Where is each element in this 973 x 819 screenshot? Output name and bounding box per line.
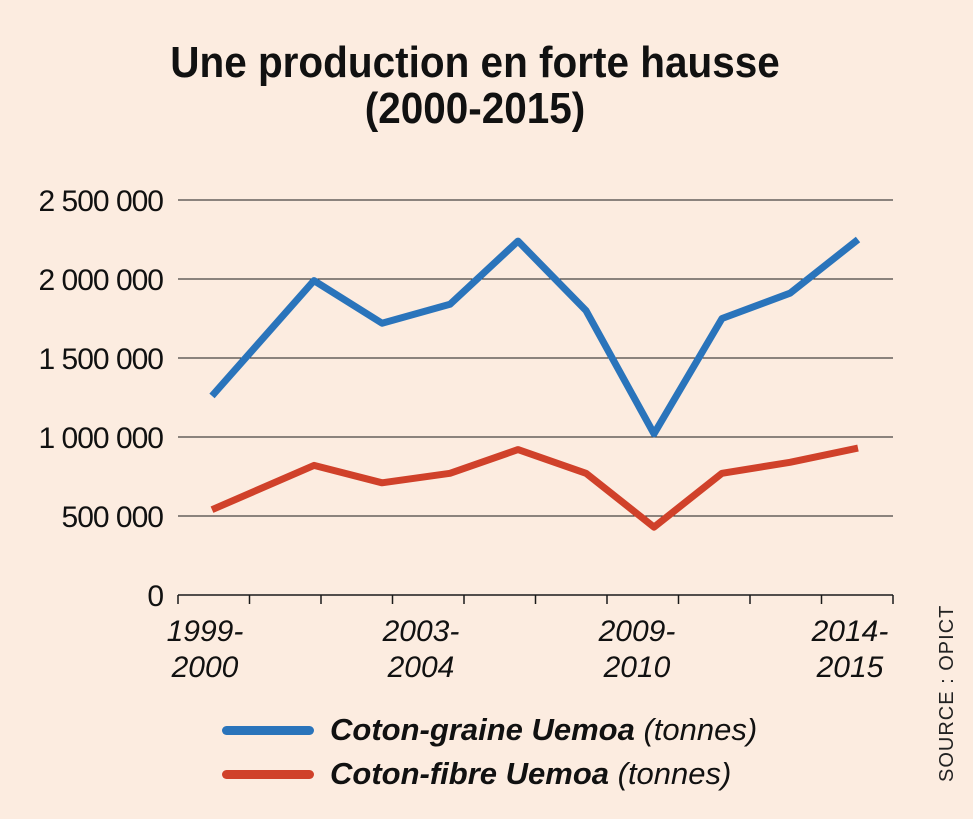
legend-item-coton-fibre: Coton-fibre Uemoa (tonnes)	[222, 752, 757, 796]
y-axis-ticks: 0 500 000 1 000 000 1 500 000 2 000 000 2 500…	[39, 185, 165, 613]
legend: Coton-graine Uemoa (tonnes) Coton-fibre …	[222, 708, 757, 796]
legend-unit-coton-fibre: (tonnes)	[617, 756, 732, 791]
series-line-coton-graine	[209, 236, 861, 438]
chart-title-line1: Une production en forte hausse	[170, 38, 780, 87]
x-axis: 1999-2000 2003-2004 2009-2010 2014-2015	[167, 594, 894, 684]
y-tick-label: 0	[147, 580, 163, 613]
y-tick-label: 1 000 000	[39, 422, 164, 455]
y-tick-label: 500 000	[62, 501, 164, 534]
legend-swatch-coton-fibre	[222, 769, 314, 779]
legend-unit-coton-graine: (tonnes)	[643, 712, 758, 747]
x-tick-label: 2014-	[811, 615, 889, 648]
gridlines	[178, 199, 893, 517]
chart-title: Une production en forte hausse (2000-201…	[38, 38, 912, 134]
series-lines	[209, 236, 861, 531]
y-tick-label: 1 500 000	[39, 343, 164, 376]
chart-title-line2: (2000-2015)	[364, 84, 586, 134]
x-tick-label: 2000	[171, 651, 239, 684]
x-tick-label: 1999-	[167, 615, 244, 648]
legend-item-coton-graine: Coton-graine Uemoa (tonnes)	[222, 708, 757, 752]
series-line-coton-fibre	[210, 444, 859, 531]
source-note: SOURCE : OPICT	[936, 604, 958, 782]
x-tick-label: 2003-	[382, 615, 460, 648]
y-tick-label: 2 000 000	[39, 264, 164, 297]
x-tick-label: 2010	[603, 651, 671, 684]
line-chart: 0 500 000 1 000 000 1 500 000 2 000 000 2 500…	[39, 185, 894, 684]
legend-label-coton-fibre: Coton-fibre Uemoa	[330, 756, 609, 791]
x-tick-label: 2004	[387, 651, 455, 684]
legend-label-coton-graine: Coton-graine Uemoa	[330, 712, 635, 747]
legend-swatch-coton-graine	[222, 725, 314, 735]
x-tick-label: 2009-	[598, 615, 676, 648]
y-tick-label: 2 500 000	[39, 185, 164, 218]
x-tick-label: 2015	[816, 651, 884, 684]
